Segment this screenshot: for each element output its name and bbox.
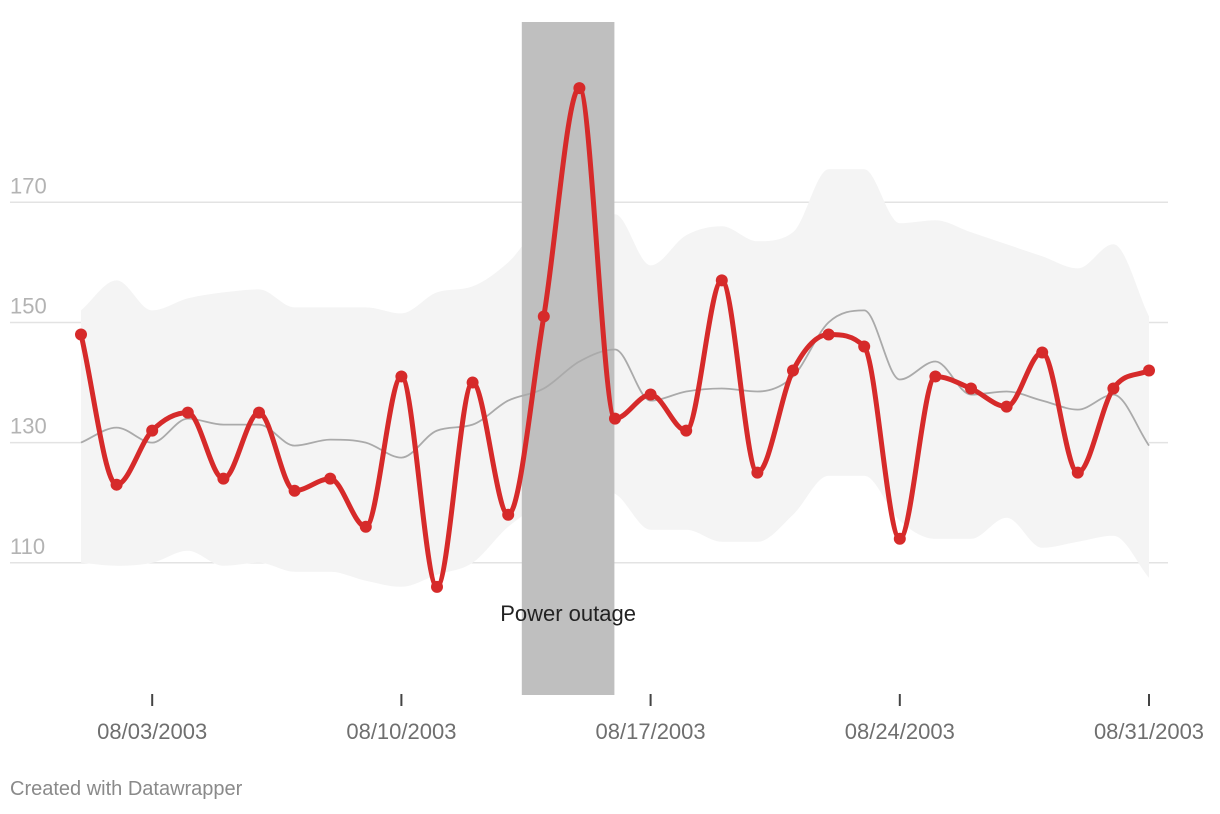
- data-point: [288, 484, 301, 497]
- data-point: [680, 424, 693, 437]
- data-point: [1107, 382, 1120, 395]
- highlight-label: Power outage: [500, 601, 636, 626]
- data-point: [253, 406, 265, 419]
- main-series-points: [75, 82, 1155, 593]
- data-point: [146, 424, 159, 437]
- data-point: [217, 472, 230, 485]
- average-series-line: [80, 309, 1150, 459]
- data-point: [893, 532, 906, 545]
- data-point: [537, 310, 550, 323]
- y-tick-label: 170: [10, 173, 47, 198]
- data-point: [929, 370, 942, 383]
- x-axis: 08/03/2003 08/10/2003 08/17/2003 08/24/2003…: [97, 694, 1204, 744]
- y-tick-label: 110: [10, 534, 45, 559]
- data-point: [466, 376, 479, 389]
- x-tick-label: 08/10/2003: [346, 719, 456, 744]
- x-tick-label: 08/24/2003: [845, 719, 955, 744]
- data-point: [965, 382, 977, 395]
- data-point: [1000, 400, 1013, 413]
- data-point: [1036, 346, 1049, 359]
- data-point: [359, 520, 372, 533]
- data-point: [110, 478, 123, 491]
- data-point: [822, 328, 835, 341]
- range-band: [81, 169, 1149, 587]
- data-point: [751, 466, 764, 479]
- data-point: [1071, 466, 1084, 479]
- average-line: [80, 309, 1150, 459]
- data-point: [609, 412, 621, 425]
- data-point: [858, 340, 871, 353]
- data-point: [431, 580, 443, 593]
- data-point: [75, 328, 87, 341]
- x-tick-label: 08/17/2003: [596, 719, 706, 744]
- data-point: [324, 472, 337, 485]
- data-point: [787, 364, 799, 377]
- y-axis-ticks: 110 130 150 170: [10, 173, 47, 559]
- y-tick-label: 150: [10, 293, 47, 318]
- data-point: [502, 508, 515, 521]
- data-point: [1143, 364, 1155, 377]
- data-point: [181, 406, 194, 419]
- data-point: [573, 82, 586, 95]
- range-band-area: [81, 169, 1149, 587]
- data-point: [715, 274, 728, 287]
- x-tick-label: 08/03/2003: [97, 719, 207, 744]
- credit-text: Created with Datawrapper: [10, 778, 243, 800]
- y-tick-label: 130: [10, 414, 47, 439]
- data-point: [395, 370, 408, 383]
- x-tick-label: 08/31/2003: [1094, 719, 1204, 744]
- data-point: [644, 388, 657, 401]
